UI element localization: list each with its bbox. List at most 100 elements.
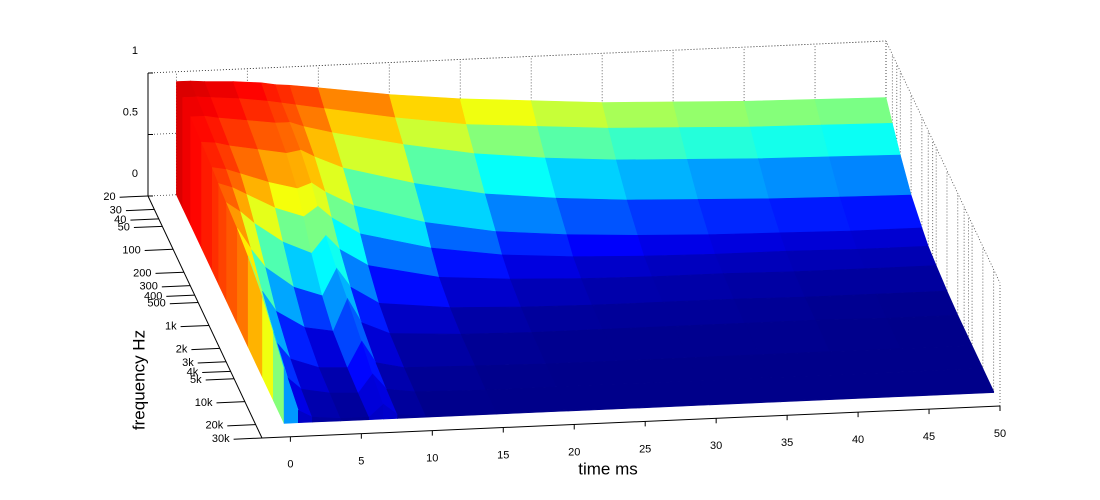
surface <box>175 80 995 424</box>
surface-patch <box>651 273 735 303</box>
surface-patch <box>378 302 462 335</box>
y-tick <box>180 324 210 328</box>
grid-line <box>147 40 887 74</box>
x-tick-label: 35 <box>781 437 793 449</box>
surface-patch <box>856 245 937 270</box>
surface-patch <box>485 386 569 414</box>
surface-patch <box>438 276 522 308</box>
x-tick-label: 45 <box>923 431 935 443</box>
surface-patch <box>545 157 628 201</box>
surface-patch <box>616 158 699 201</box>
surface-patch <box>900 345 984 372</box>
y-tick <box>125 208 155 212</box>
surface-patch <box>744 319 831 356</box>
y-tick-label: 2k <box>176 344 188 356</box>
surface-patch <box>389 333 476 368</box>
y-tick <box>144 248 174 251</box>
surface-patch <box>637 234 716 257</box>
x-tick-label: 40 <box>852 434 864 446</box>
y-tick <box>233 437 263 440</box>
surface-patch <box>466 124 546 159</box>
x-tick-label: 0 <box>287 459 293 471</box>
y-tick <box>169 302 199 305</box>
surface-patch <box>580 276 664 306</box>
surface-patch <box>687 354 771 382</box>
surface-patch <box>779 230 858 252</box>
surface-patch <box>555 197 639 236</box>
x-axis-title: time ms <box>578 459 638 478</box>
surface-patch <box>474 363 558 391</box>
surface-patch <box>687 158 770 200</box>
surface-patch <box>714 250 795 274</box>
surface-patch <box>414 389 498 417</box>
surface-patch <box>616 357 700 385</box>
surface-front <box>312 416 342 423</box>
surface-patch <box>679 126 759 160</box>
surface-patch <box>459 98 538 127</box>
surface-patch <box>793 268 877 298</box>
surface-patch <box>602 325 689 362</box>
x-tick-label: 15 <box>497 449 509 461</box>
y-tick-label: 20k <box>206 420 224 432</box>
surface-patch <box>821 122 901 158</box>
surface-patch <box>626 199 710 236</box>
surface-side <box>218 183 227 302</box>
surface-patch <box>875 290 959 319</box>
y-tick <box>155 271 184 274</box>
surface-patch <box>601 101 680 129</box>
surface-patch <box>886 314 973 349</box>
surface-patch <box>814 97 893 126</box>
y-tick <box>227 424 256 427</box>
y-tick <box>166 294 195 297</box>
surface-patch <box>697 198 781 236</box>
z-tick-label: 1 <box>132 45 138 57</box>
surface-patch <box>520 304 604 333</box>
surface-patch <box>804 293 888 321</box>
surface-patch <box>484 193 568 236</box>
box-edge <box>885 40 1001 284</box>
z-tick-label: 0.5 <box>123 106 138 118</box>
surface-patch <box>911 368 995 395</box>
surface-patch <box>474 153 557 199</box>
surface-patch <box>768 196 852 234</box>
y-tick <box>197 361 227 364</box>
x-tick-label: 10 <box>426 453 438 465</box>
y-axis-title: frequency Hz <box>129 330 148 430</box>
y-tick <box>202 370 231 374</box>
surface-patch <box>850 227 929 250</box>
surface-patch <box>449 306 533 335</box>
surface-patch <box>864 265 948 295</box>
surface-patch <box>509 278 593 308</box>
surface-patch <box>722 271 806 300</box>
surface-patch <box>643 253 724 278</box>
surface-patch <box>758 351 842 378</box>
surface-patch <box>708 232 787 255</box>
surface-patch <box>839 194 923 232</box>
surface-side <box>176 81 183 209</box>
surface-patch <box>743 99 822 128</box>
y-tick-label: 300 <box>139 281 157 293</box>
surface-patch <box>501 254 582 280</box>
y-tick-label: 10k <box>195 397 213 409</box>
surface-patch <box>556 383 640 411</box>
surface-patch <box>828 154 912 198</box>
y-tick-label: 400 <box>144 290 162 302</box>
surface-patch <box>815 317 902 352</box>
surface-patch <box>829 348 913 375</box>
surface-patch <box>673 322 760 359</box>
y-tick-label: 100 <box>122 244 140 256</box>
x-tick-label: 5 <box>358 456 364 468</box>
y-tick <box>191 347 220 351</box>
x-tick-label: 30 <box>710 440 722 452</box>
surface-side <box>182 97 191 226</box>
y-tick <box>133 225 163 229</box>
surface-front <box>922 391 995 397</box>
surface-patch <box>591 301 675 330</box>
y-tick <box>119 195 149 198</box>
y-tick <box>161 285 191 288</box>
surface-patch <box>531 328 618 365</box>
z-tick-label: 0 <box>132 168 138 180</box>
y-tick-label: 40 <box>114 214 126 226</box>
surface-patch <box>698 377 782 405</box>
surface-patch <box>495 231 574 258</box>
